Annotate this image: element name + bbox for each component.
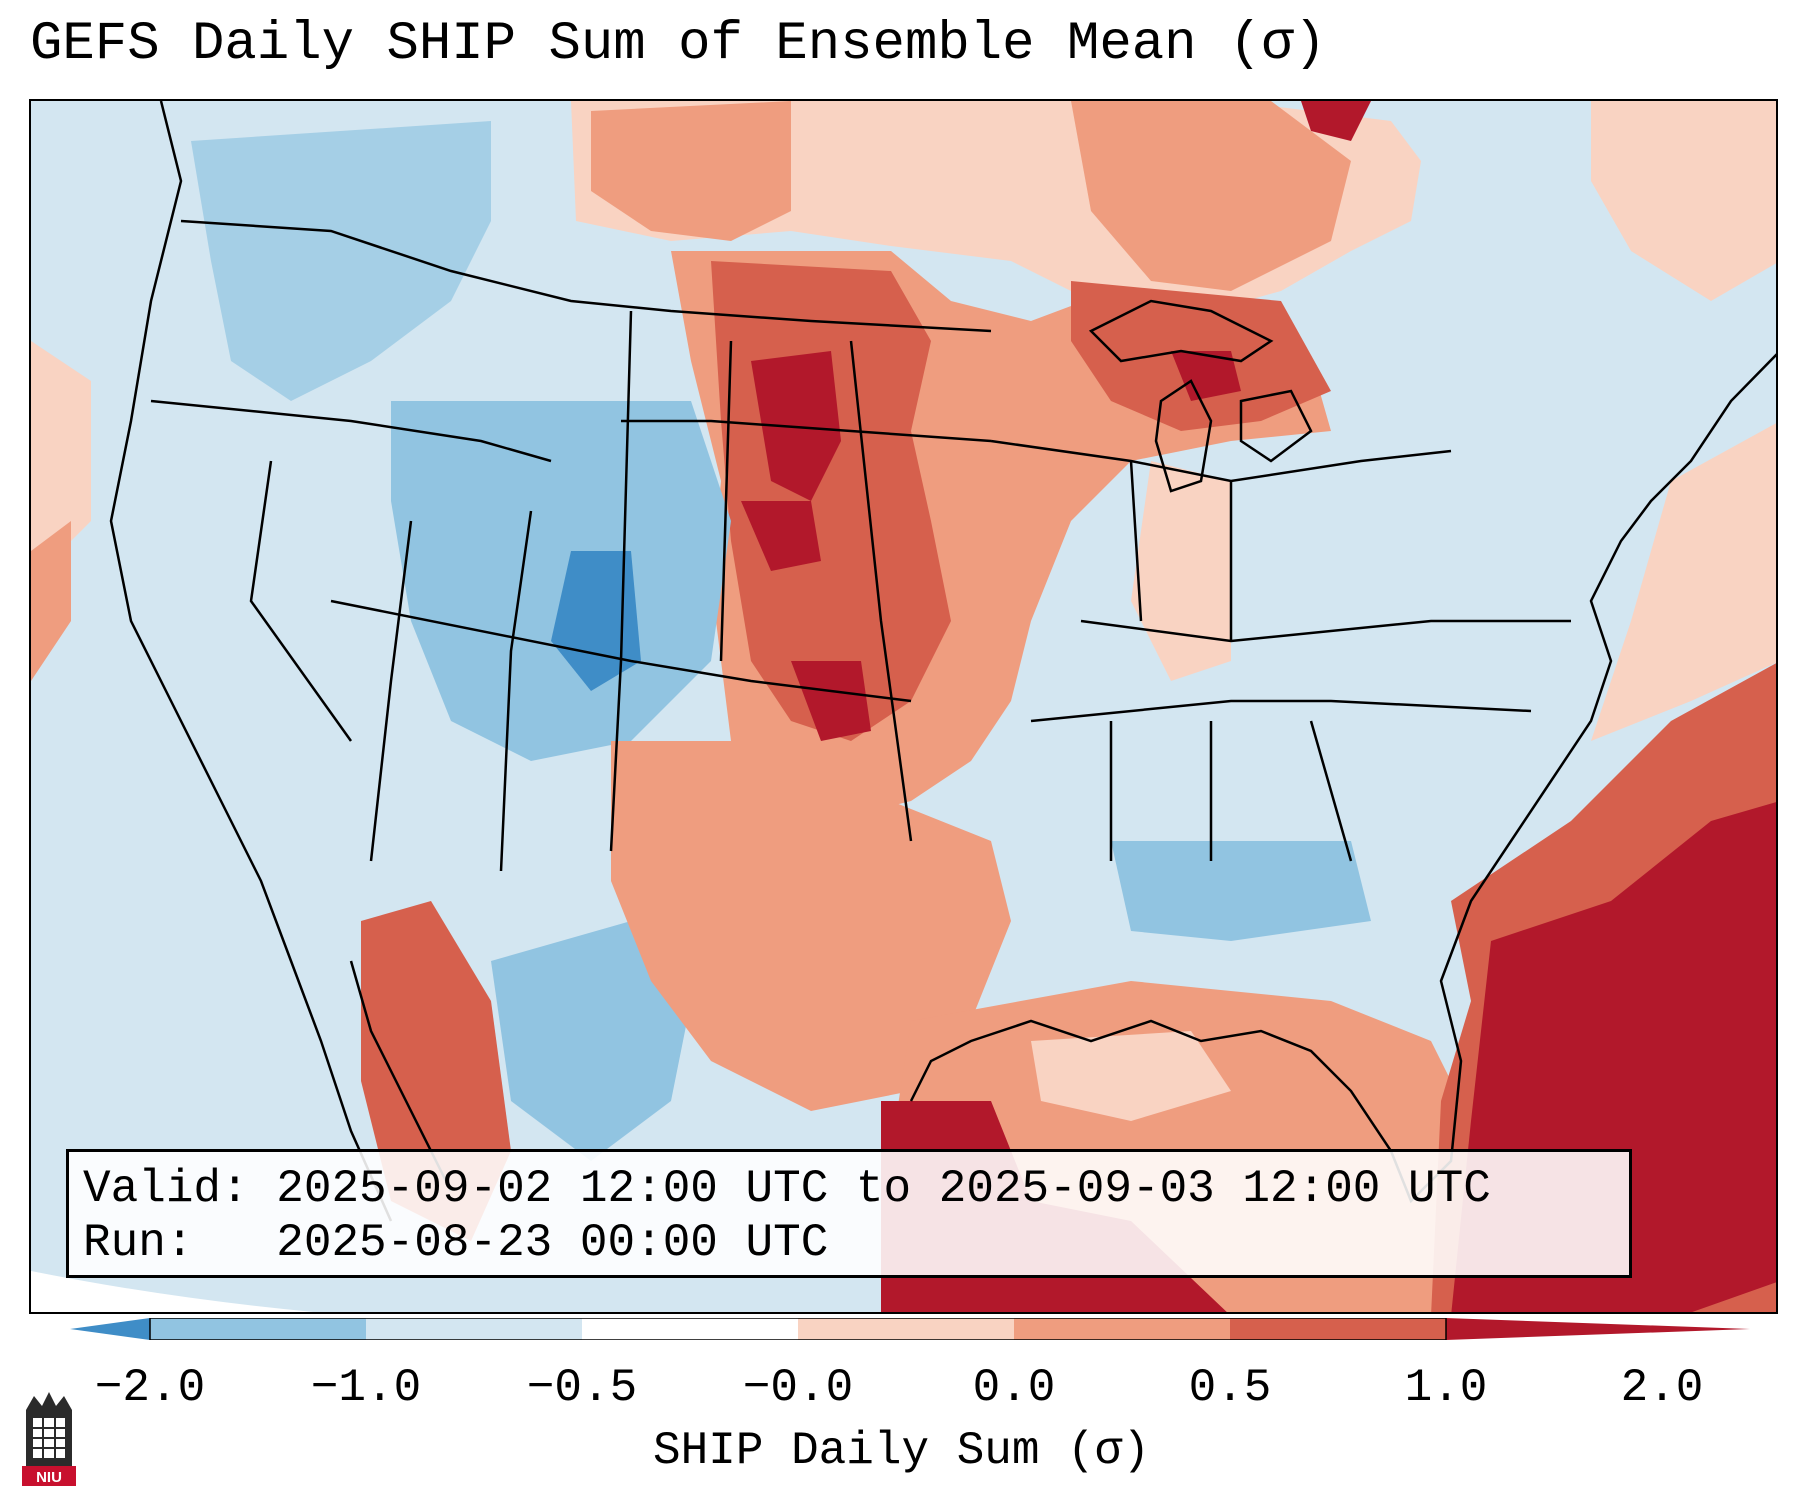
niu-logo: NIU	[22, 1392, 76, 1486]
colorbar-extend-low	[70, 1318, 150, 1340]
colorbar-tick-label: 2.0	[1620, 1362, 1704, 1414]
pacific-coastline	[109, 101, 393, 1222]
border-ks-ok	[330, 599, 912, 703]
colorbar-segment	[798, 1318, 1014, 1340]
border-plains-mid	[719, 340, 733, 662]
anomaly-northwest-cool	[191, 121, 491, 401]
anomaly-pacific-offshore-2	[31, 521, 71, 681]
colorbar-segment	[582, 1318, 798, 1340]
border-plains-east	[849, 340, 913, 842]
anomaly-colorado-strong	[551, 551, 641, 691]
anomaly-mexico-cool	[491, 921, 691, 1161]
colorbar-segment	[1014, 1318, 1230, 1340]
colorbar-tick-label: −2.0	[94, 1362, 206, 1414]
lake-huron	[1239, 389, 1313, 463]
border-nv	[249, 460, 353, 742]
border-south	[1030, 699, 1532, 723]
niu-logo-text: NIU	[36, 1469, 62, 1486]
lake-superior	[1088, 299, 1274, 363]
anomaly-illinois	[1131, 461, 1231, 681]
run-time-text: Run: 2025-08-23 00:00 UTC	[83, 1217, 829, 1269]
map-panel	[29, 99, 1778, 1314]
anomaly-quebec	[1591, 101, 1776, 301]
colorbar-segment	[150, 1318, 366, 1340]
colorbar-tick-label: 0.5	[1188, 1362, 1272, 1414]
anomaly-canada-west	[591, 101, 791, 241]
border-or-ca	[150, 399, 552, 463]
border-co-nm	[499, 510, 533, 872]
lake-michigan	[1154, 379, 1213, 493]
border-canada	[180, 219, 992, 333]
border-ohio-valley	[1129, 460, 1233, 641]
state-borders	[150, 219, 1571, 872]
border-deep-south	[1109, 720, 1353, 862]
colorbar-extend-high	[1446, 1318, 1750, 1340]
projection-edge-sw	[31, 1271, 314, 1312]
colorbar-segment	[366, 1318, 582, 1340]
great-lakes-outline	[1088, 299, 1313, 493]
colorbar-tick-label: −0.5	[526, 1362, 638, 1414]
chart-title: GEFS Daily SHIP Sum of Ensemble Mean (σ)	[30, 14, 1327, 75]
colorbar-label: SHIP Daily Sum (σ)	[653, 1425, 1150, 1477]
anomaly-hudson	[1301, 101, 1371, 141]
colorbar-tick-label: 0.0	[972, 1362, 1056, 1414]
validity-info-box: Valid: 2025-09-02 12:00 UTC to 2025-09-0…	[66, 1149, 1632, 1278]
anomaly-kansas	[791, 661, 871, 741]
anomaly-map	[31, 101, 1776, 1312]
anomaly-lake-superior	[1171, 351, 1241, 401]
niu-logo-banner	[22, 1466, 76, 1486]
niu-logo-grid-icon	[33, 1418, 65, 1458]
gulf-atlantic-coastline	[909, 353, 1776, 1204]
colorbar-segment	[1230, 1318, 1446, 1340]
anomaly-rockies-cool	[391, 401, 731, 761]
valid-time-text: Valid: 2025-09-02 12:00 UTC to 2025-09-0…	[83, 1163, 1491, 1215]
colorbar-tick-label: −0.0	[742, 1362, 854, 1414]
anomaly-canada-east	[1071, 101, 1351, 291]
colorbar	[70, 1318, 1750, 1340]
border-sd-ne	[621, 419, 992, 443]
colorbar-outline	[149, 1318, 1447, 1340]
anomaly-atlantic-light	[1591, 423, 1776, 741]
anomaly-gulf-light	[1031, 1031, 1231, 1121]
border-tn-ky	[1080, 619, 1571, 643]
border-ut-az	[369, 520, 413, 862]
colorbar-tick-label: −1.0	[310, 1362, 422, 1414]
border-plains-west	[609, 310, 633, 852]
colorbar-tick-label: 1.0	[1404, 1362, 1488, 1414]
anomaly-deep-south-cool	[1111, 841, 1371, 941]
anomaly-pacific-offshore	[31, 341, 91, 581]
anomaly-nebraska	[741, 501, 821, 571]
